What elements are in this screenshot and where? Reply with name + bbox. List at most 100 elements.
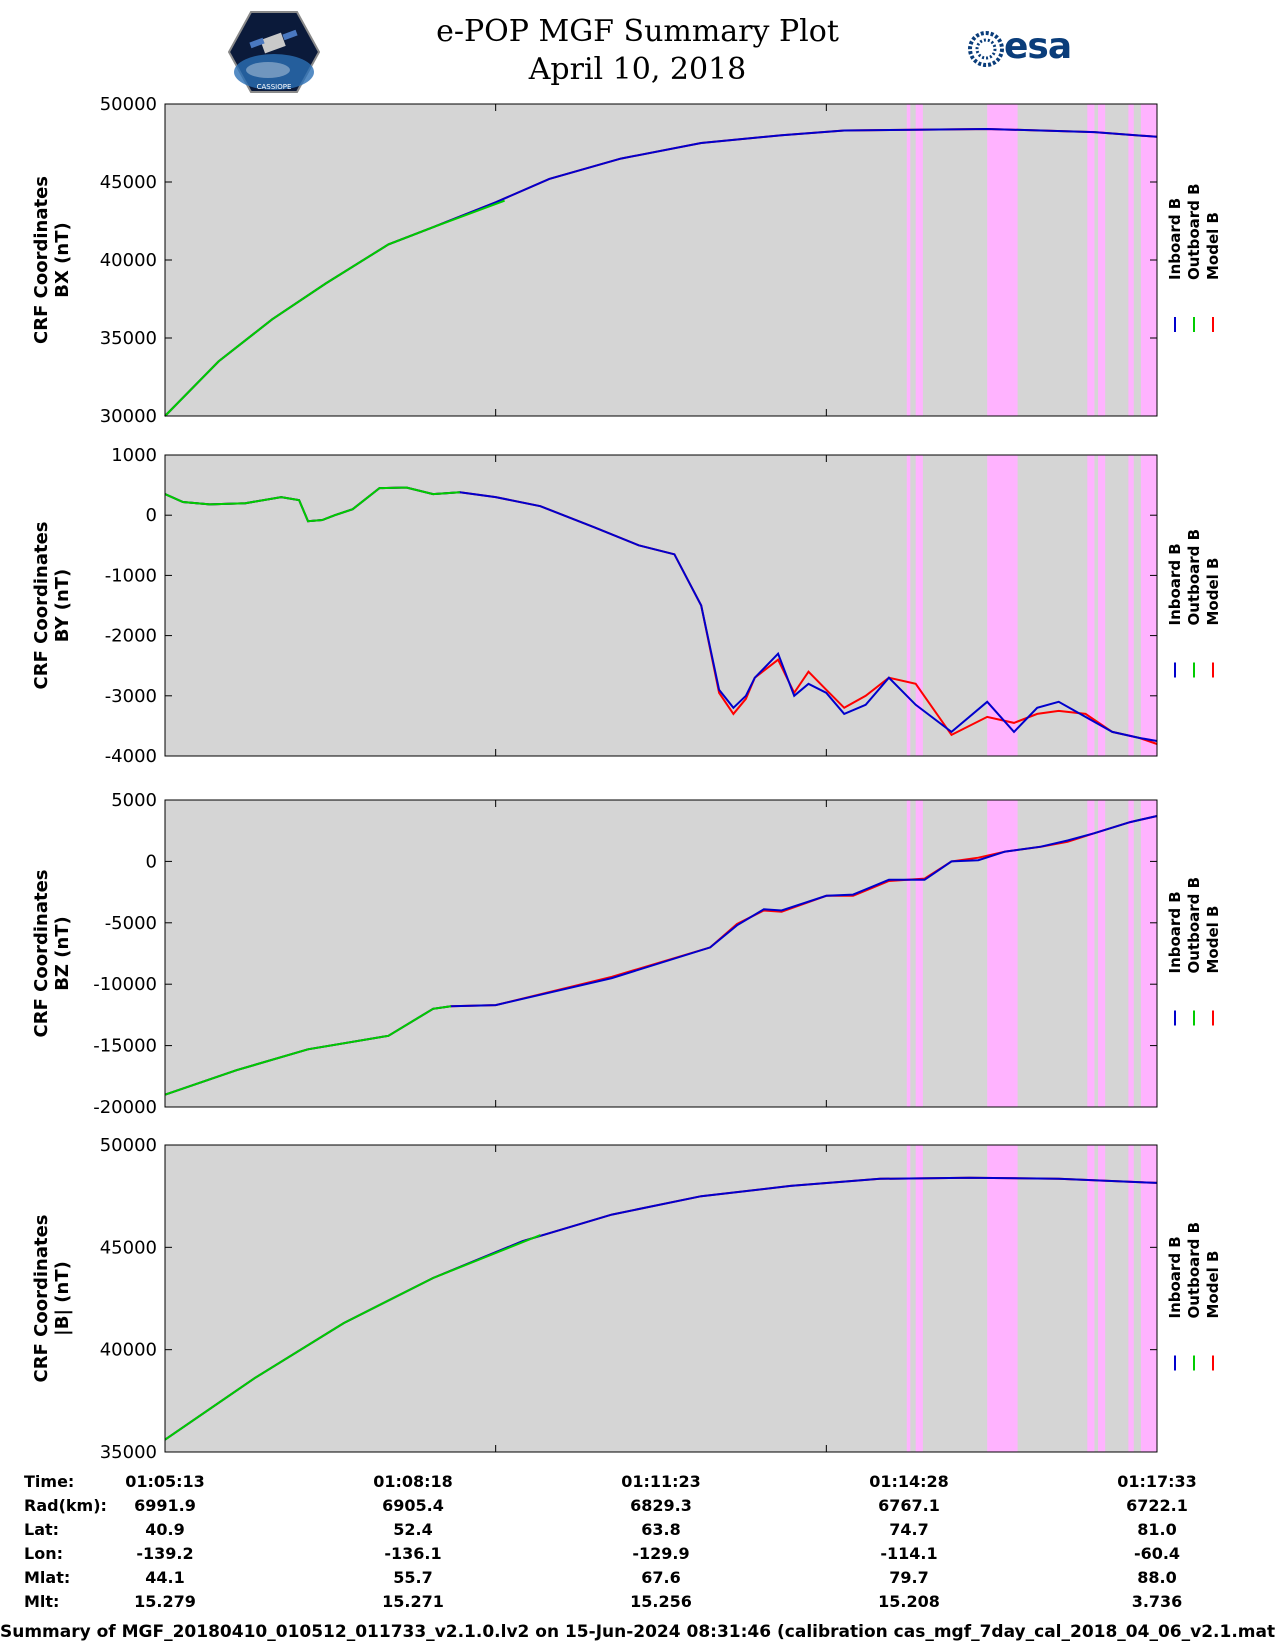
gap-band [1128, 1145, 1134, 1452]
y-axis-label: CRF Coordinates [31, 522, 52, 690]
y-axis-label: CRF Coordinates [31, 1215, 52, 1383]
ephemeris-row-label: Lat: [24, 1520, 59, 1539]
y-axis-label: |B| (nT) [52, 1261, 73, 1336]
panel-4: 35000 40000 45000 50000 CRF Coordinates |B| (… [31, 1135, 1222, 1463]
ephemeris-value: 15.256 [630, 1592, 692, 1610]
outboard-b-line [164, 1005, 452, 1096]
legend-model-label: Model B [1204, 558, 1222, 626]
y-tick-label: 40000 [100, 250, 157, 271]
gap-band [1140, 455, 1157, 756]
legend-outboard-label: Outboard B [1185, 183, 1203, 280]
gap-band [1140, 800, 1157, 1107]
y-tick-label: 0 [146, 851, 157, 872]
chart-date: April 10, 2018 [528, 52, 747, 87]
gap-band [906, 104, 911, 416]
ephemeris-value: 01:14:28 [869, 1472, 949, 1491]
legend-inboard-label: Inboard B [1166, 891, 1184, 973]
ephemeris-row-label: Rad(km): [24, 1496, 107, 1515]
gap-band [906, 1145, 911, 1452]
y-tick-label: -15000 [93, 1036, 157, 1057]
gap-band [987, 1145, 1018, 1452]
gap-band [1098, 455, 1106, 756]
gap-band [1087, 800, 1095, 1107]
gap-band [987, 800, 1018, 1107]
ephemeris-value: -60.4 [1134, 1544, 1180, 1563]
y-tick-label: -3000 [105, 686, 157, 707]
y-tick-label: 35000 [100, 328, 157, 349]
ephemeris-value: -139.2 [136, 1544, 193, 1563]
ephemeris-value: 6905.4 [382, 1496, 444, 1515]
gap-band [987, 104, 1018, 416]
ephemeris-value: 15.279 [134, 1592, 196, 1610]
ephemeris-value: 01:11:23 [621, 1472, 701, 1491]
gap-band [906, 455, 911, 756]
legend-inboard-label: Inboard B [1166, 1236, 1184, 1318]
ephemeris-value: 74.7 [889, 1520, 928, 1539]
ephemeris-value: 6991.9 [134, 1496, 196, 1515]
plot-frame [164, 454, 1158, 757]
outboard-b-line [164, 1234, 541, 1441]
ephemeris-value: -136.1 [384, 1544, 441, 1563]
gap-band [906, 800, 911, 1107]
panel-3: -20000 -15000 -10000 -5000 0 5000 CRF Coordina… [31, 790, 1222, 1118]
footer-caption: Summary of MGF_20180410_010512_011733_v2… [0, 1622, 1275, 1642]
ephemeris-row-label: Lon: [24, 1544, 63, 1563]
ephemeris-value: 63.8 [641, 1520, 680, 1539]
legend-model-label: Model B [1204, 212, 1222, 280]
gap-band [1087, 1145, 1095, 1452]
ephemeris-value: 88.0 [1137, 1568, 1176, 1587]
chart-title: e-POP MGF Summary Plot [436, 14, 839, 49]
ephemeris-value: 81.0 [1137, 1520, 1176, 1539]
y-tick-label: -5000 [105, 913, 157, 934]
y-tick-label: 40000 [100, 1340, 157, 1361]
y-tick-label: 50000 [100, 94, 157, 115]
ephemeris-value: 40.9 [145, 1520, 184, 1539]
gap-band [1140, 1145, 1157, 1452]
y-tick-label: 50000 [100, 1135, 157, 1156]
gap-band [915, 455, 923, 756]
gap-band [1098, 104, 1106, 416]
y-axis-label: CRF Coordinates [31, 176, 52, 344]
ephemeris-value: 44.1 [145, 1568, 184, 1587]
y-tick-label: 0 [146, 505, 157, 526]
esa-logo: esa [968, 26, 1072, 72]
gap-band [915, 800, 923, 1107]
cassiope-logo: CASSIOPE [228, 11, 320, 93]
outboard-b-line [164, 199, 505, 417]
ephemeris-value: 15.208 [878, 1592, 940, 1610]
y-axis-label: CRF Coordinates [31, 870, 52, 1038]
y-tick-label: 35000 [100, 1442, 157, 1463]
gap-band [1128, 104, 1134, 416]
gap-band [915, 104, 923, 416]
legend-outboard-label: Outboard B [1185, 529, 1203, 626]
gap-band [1087, 104, 1095, 416]
gap-band [1098, 1145, 1106, 1452]
ephemeris-value: 55.7 [393, 1568, 432, 1587]
outboard-b-line [164, 486, 460, 523]
legend-outboard-label: Outboard B [1185, 877, 1203, 974]
legend-inboard-label: Inboard B [1166, 198, 1184, 280]
y-tick-label: 5000 [111, 790, 157, 811]
y-tick-label: -10000 [93, 974, 157, 995]
cassiope-logo-text: CASSIOPE [257, 83, 292, 91]
ephemeris-value: 01:17:33 [1117, 1472, 1197, 1491]
legend-model-label: Model B [1204, 1251, 1222, 1319]
ephemeris-value: 6829.3 [630, 1496, 692, 1515]
ephemeris-value: 01:08:18 [373, 1472, 453, 1491]
gap-band [987, 455, 1018, 756]
esa-logo-text: esa [1004, 26, 1072, 67]
ephemeris-value: 79.7 [889, 1568, 928, 1587]
gap-band [1128, 455, 1134, 756]
ephemeris-value: -114.1 [880, 1544, 937, 1563]
y-tick-label: 45000 [100, 172, 157, 193]
y-tick-label: -1000 [105, 565, 157, 586]
ephemeris-value: 67.6 [641, 1568, 680, 1587]
plot-frame [164, 1144, 1158, 1453]
ephemeris-row-label: Mlt: [24, 1592, 59, 1610]
y-axis-label: BZ (nT) [52, 916, 73, 991]
y-tick-label: 30000 [100, 406, 157, 427]
ephemeris-value: 3.736 [1132, 1592, 1183, 1610]
y-tick-label: -2000 [105, 626, 157, 647]
legend-inboard-label: Inboard B [1166, 543, 1184, 625]
panel-1: 30000 35000 40000 45000 50000 CRF Coordinates… [31, 94, 1222, 427]
